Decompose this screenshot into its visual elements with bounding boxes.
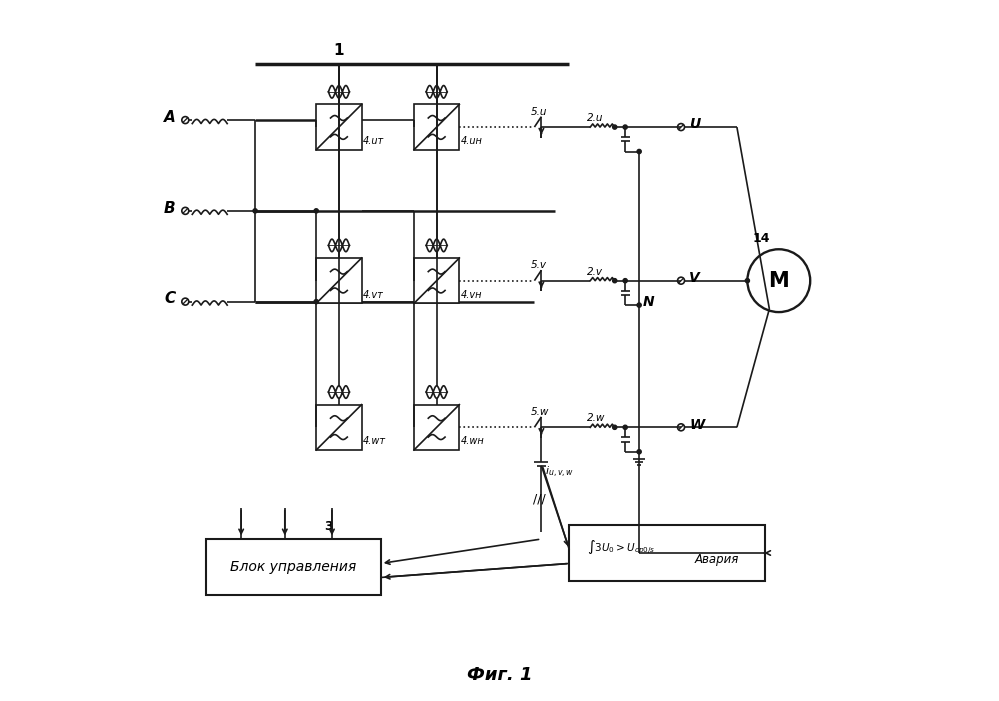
Text: $i_{u,v,w}$: $i_{u,v,w}$ bbox=[544, 465, 573, 480]
Text: C: C bbox=[164, 292, 176, 306]
Text: A: A bbox=[164, 110, 176, 125]
Circle shape bbox=[747, 250, 810, 312]
Circle shape bbox=[623, 125, 627, 129]
Circle shape bbox=[623, 278, 627, 283]
Bar bbox=[206, 539, 381, 595]
Text: 4.wт: 4.wт bbox=[363, 436, 386, 447]
Text: Блок управления: Блок управления bbox=[231, 560, 357, 574]
Bar bbox=[414, 104, 460, 150]
Circle shape bbox=[745, 278, 749, 283]
Text: N: N bbox=[642, 294, 654, 308]
Text: 5.w: 5.w bbox=[530, 407, 549, 417]
Bar bbox=[317, 104, 362, 150]
Circle shape bbox=[253, 209, 257, 213]
Circle shape bbox=[612, 125, 616, 129]
Circle shape bbox=[623, 426, 627, 430]
Text: W: W bbox=[689, 418, 704, 432]
Circle shape bbox=[612, 426, 616, 430]
Text: 5.v: 5.v bbox=[530, 260, 546, 271]
Bar bbox=[569, 525, 765, 581]
Text: 4.uт: 4.uт bbox=[363, 136, 385, 146]
Text: Авария: Авария bbox=[695, 554, 739, 566]
Circle shape bbox=[314, 209, 319, 213]
Text: 2.w: 2.w bbox=[586, 413, 605, 423]
Bar bbox=[317, 258, 362, 304]
Bar bbox=[414, 404, 460, 450]
Text: 1: 1 bbox=[334, 43, 345, 57]
Text: 4.uн: 4.uн bbox=[461, 136, 483, 146]
Text: U: U bbox=[689, 117, 700, 131]
Text: 2.v: 2.v bbox=[586, 266, 602, 277]
Bar bbox=[414, 258, 460, 304]
Bar bbox=[317, 404, 362, 450]
Text: ///: /// bbox=[532, 492, 545, 505]
Text: Фиг. 1: Фиг. 1 bbox=[467, 666, 532, 684]
Text: B: B bbox=[164, 200, 176, 216]
Circle shape bbox=[637, 303, 641, 307]
Text: 4.wн: 4.wн bbox=[461, 436, 485, 447]
Circle shape bbox=[637, 449, 641, 454]
Text: M: M bbox=[768, 271, 789, 291]
Circle shape bbox=[314, 299, 319, 304]
Text: 4.vн: 4.vн bbox=[461, 290, 483, 299]
Text: 5.u: 5.u bbox=[530, 107, 547, 116]
Text: 14: 14 bbox=[752, 232, 770, 245]
Text: 3: 3 bbox=[324, 520, 333, 533]
Circle shape bbox=[612, 278, 616, 283]
Text: 2.u: 2.u bbox=[586, 113, 603, 123]
Text: V: V bbox=[689, 271, 700, 285]
Text: 4.vт: 4.vт bbox=[363, 290, 384, 299]
Text: $\int 3U_0 > U_{cp0/s}$: $\int 3U_0 > U_{cp0/s}$ bbox=[586, 538, 655, 557]
Circle shape bbox=[637, 149, 641, 154]
